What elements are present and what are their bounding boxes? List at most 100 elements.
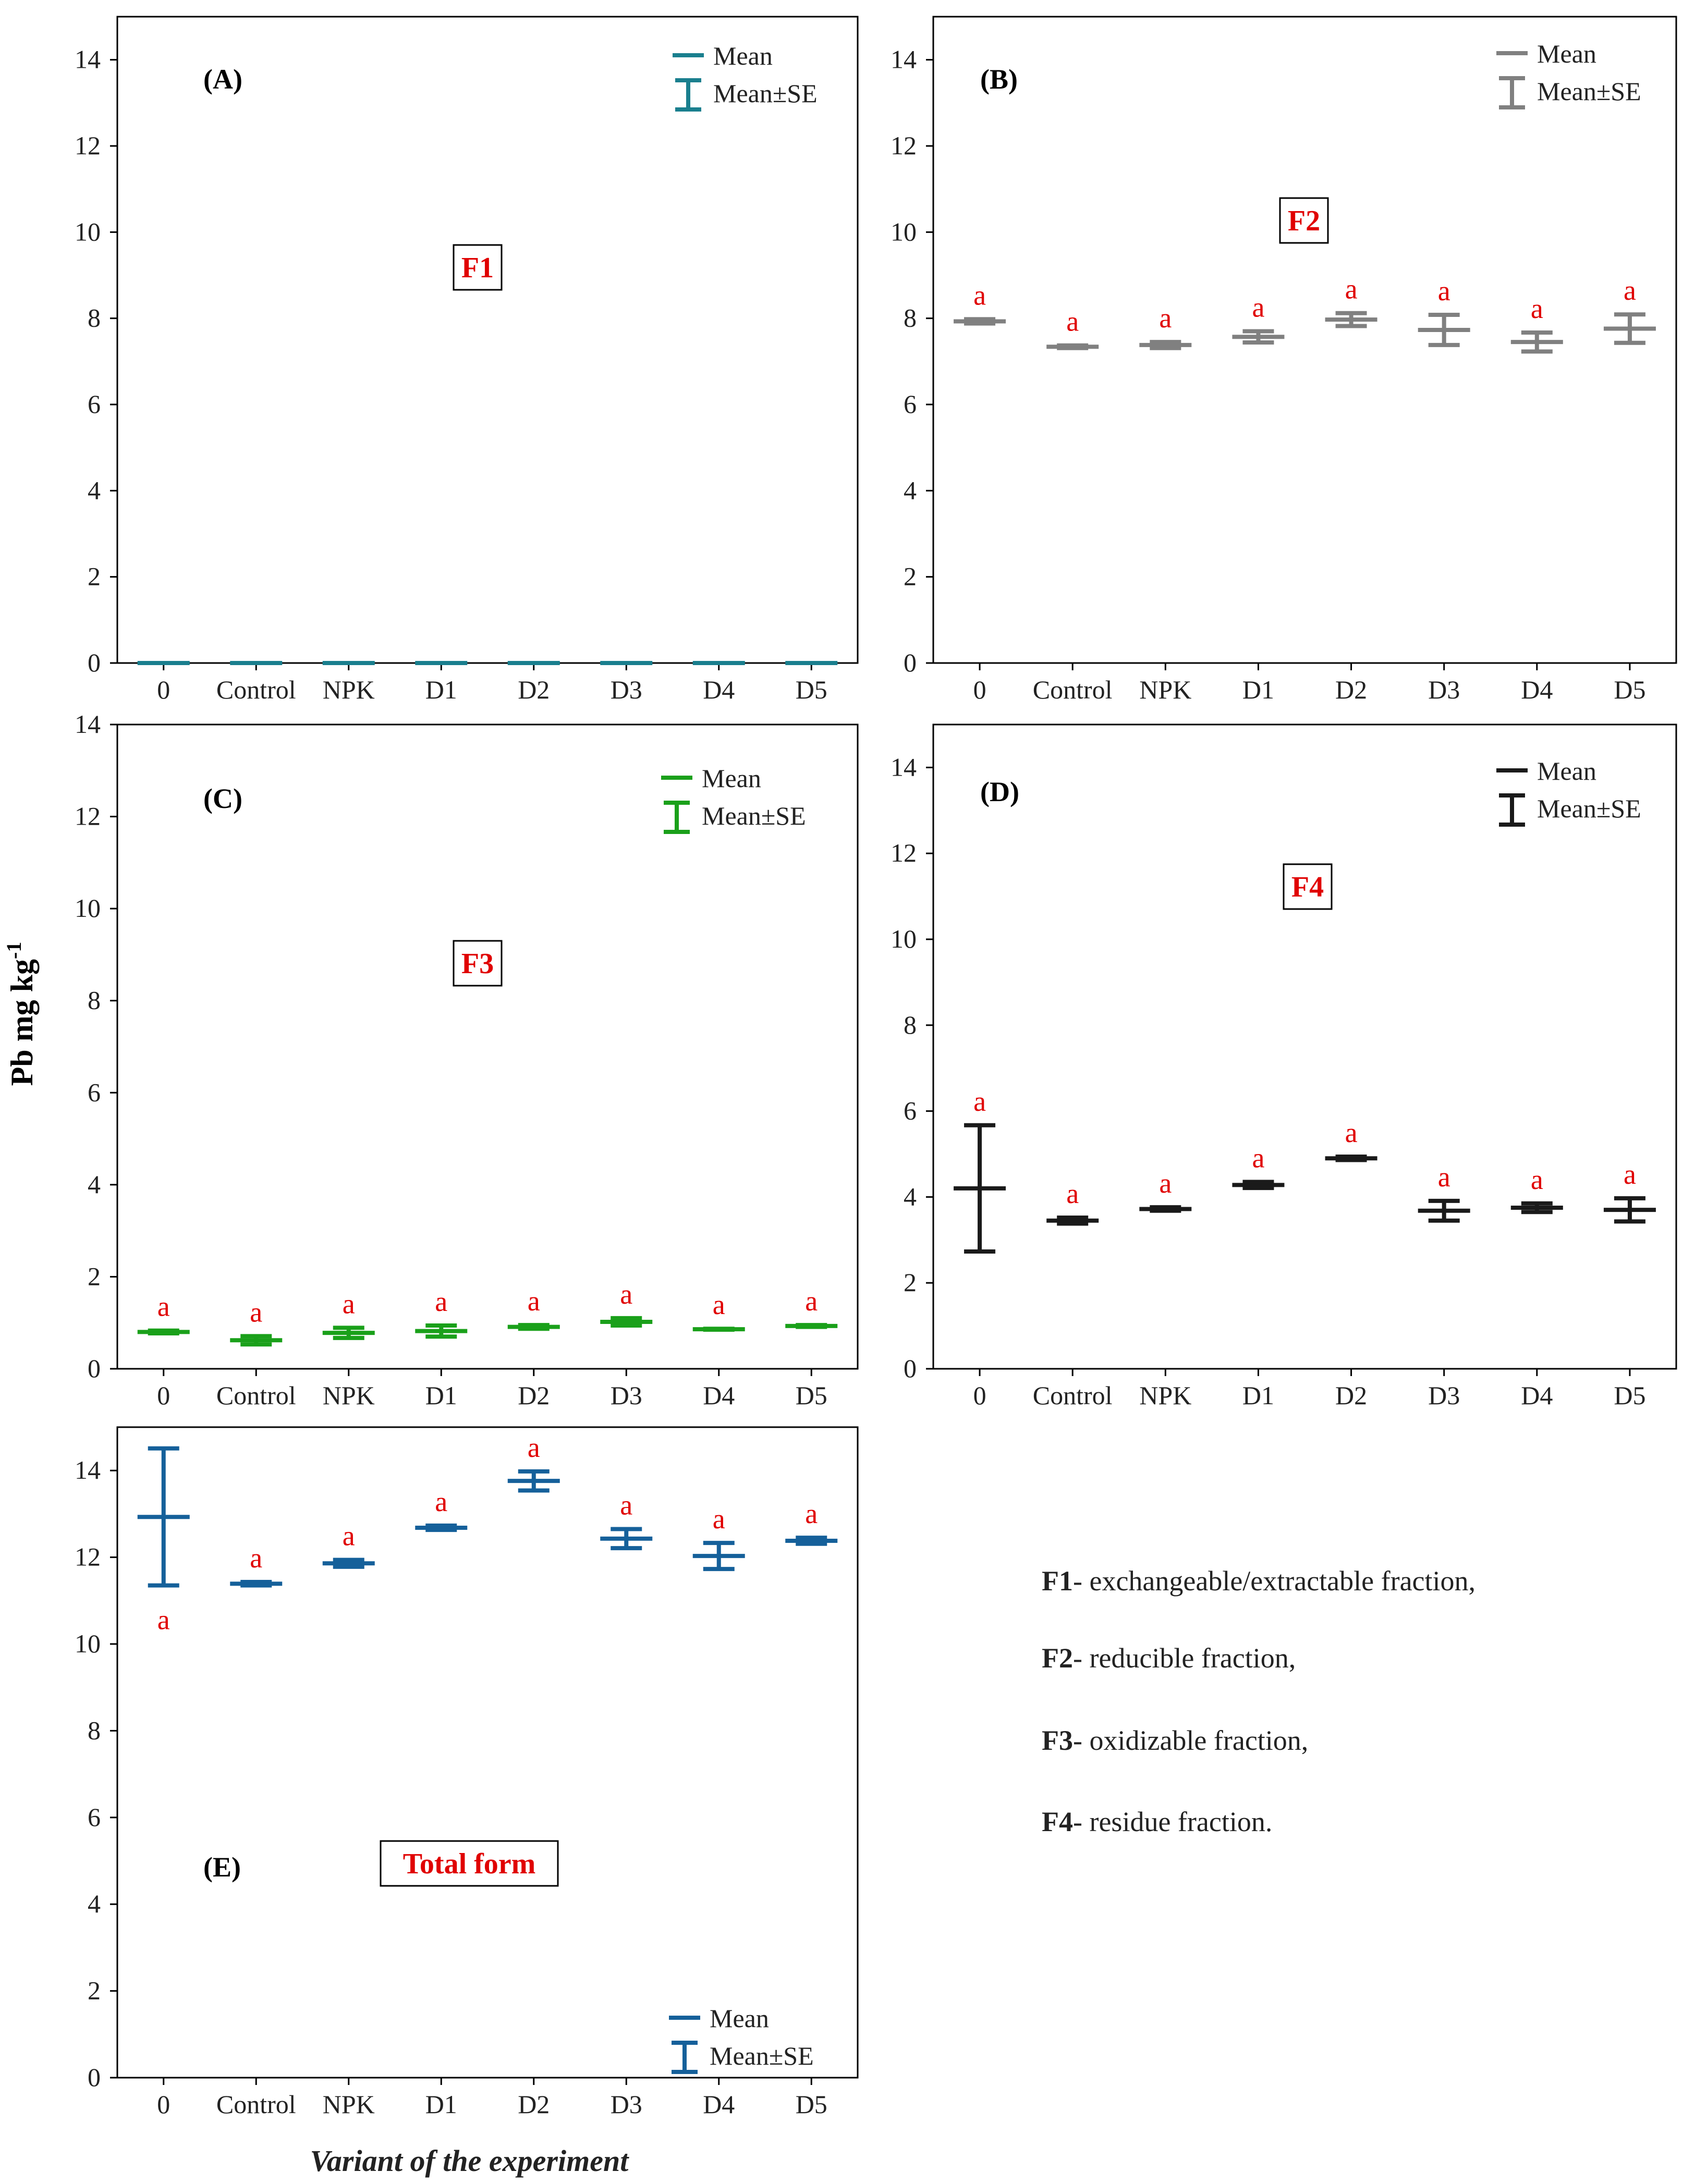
panel-c: 0 2 4 6 8 10 12 14 0 Control NPK D1 D2 D3 D4 D5 (C) F3 Mea… [75, 709, 859, 1410]
panel-letter: (E) [203, 1851, 241, 1883]
errorbar: a [230, 1542, 283, 1588]
x-tick-label: Control [1033, 675, 1113, 704]
significance-letter: a [528, 1285, 540, 1317]
x-tick-label: D2 [518, 2090, 550, 2119]
errorbar: a [1603, 275, 1656, 345]
significance-letter: a [805, 1285, 818, 1317]
x-tick-label: Control [216, 675, 296, 704]
legend-mean-label: Mean [1537, 756, 1596, 786]
significance-letter: a [1624, 1159, 1636, 1190]
y-tick-label: 8 [88, 303, 101, 333]
errorbar: a [415, 1486, 468, 1532]
fraction-note-code: F1 [1042, 1565, 1073, 1597]
y-tick-label: 4 [88, 1889, 101, 1918]
panel-title-box [380, 1840, 559, 1887]
plot-frame [932, 723, 1677, 1370]
x-tick-label: 0 [973, 675, 986, 704]
fraction-note-f3: F3- oxidizable fraction, [1042, 1724, 1308, 1757]
significance-letter: a [1066, 306, 1079, 337]
y-tick-label: 14 [891, 45, 917, 74]
x-tick-label: NPK [1139, 675, 1191, 704]
y-tick-label: 2 [88, 562, 101, 591]
y-tick-label: 8 [88, 1715, 101, 1745]
x-tick-label: D1 [1242, 675, 1274, 704]
y-tick-label: 0 [88, 1354, 101, 1383]
y-tick-label: 4 [88, 475, 101, 505]
significance-letter: a [157, 1291, 170, 1322]
plot-frame [116, 1426, 859, 2079]
errorbar: a [322, 1288, 375, 1340]
x-tick-label: D2 [1335, 1381, 1367, 1410]
errorbar: a [785, 1285, 838, 1329]
significance-letter: a [1531, 1164, 1543, 1195]
errorbar: a [415, 1286, 468, 1339]
errorbar: a [954, 279, 1006, 326]
errorbar: a [137, 1446, 190, 1636]
x-tick-label: Control [1033, 1381, 1113, 1410]
x-tick-label: D4 [703, 2090, 735, 2119]
legend-se-label: Mean±SE [1537, 77, 1641, 106]
legend-se-label: Mean±SE [702, 801, 806, 830]
significance-letter: a [435, 1286, 447, 1317]
errorbar: a [1418, 275, 1470, 347]
legend-mean-label: Mean [710, 2004, 769, 2033]
y-tick-label: 10 [75, 893, 101, 923]
significance-letter: a [620, 1279, 632, 1310]
errorbar: a [1325, 1117, 1377, 1162]
panel-e: 0 2 4 6 8 10 12 14 0 Control NPK D1 D2 D3 D4 D5 (E) Total… [75, 1426, 859, 2119]
chart-panels: 0 2 4 6 8 10 12 14 0 Control NPK D1 D2 D3 D4 D5 (A) F1 Mea… [75, 16, 1677, 2119]
y-tick-label: 14 [891, 752, 917, 781]
y-tick-label: 10 [75, 1629, 101, 1658]
panel-title-box [1283, 863, 1333, 910]
errorbar: a [954, 1086, 1006, 1254]
y-tick-label: 14 [75, 45, 101, 74]
errorbar: a [1510, 1164, 1563, 1214]
fraction-note-f4: F4- residue fraction. [1042, 1806, 1272, 1838]
panel-title: F2 [1288, 205, 1320, 237]
x-tick-label: NPK [323, 2090, 375, 2119]
y-tick-label: 2 [88, 1261, 101, 1291]
panel-title-box [453, 940, 503, 987]
errorbar: a [1232, 291, 1285, 345]
x-tick-label: D5 [1614, 675, 1645, 704]
panel-a: 0 2 4 6 8 10 12 14 0 Control NPK D1 D2 D3 D4 D5 (A) F1 Mea… [75, 16, 859, 704]
y-tick-label: 6 [904, 1096, 917, 1125]
plot-frame [116, 723, 859, 1370]
x-tick-label: NPK [323, 1381, 375, 1410]
panel-title-box [1279, 197, 1329, 244]
fraction-note-text: - oxidizable fraction, [1073, 1725, 1309, 1756]
errorbar: a [600, 1279, 653, 1328]
errorbar: a [600, 1490, 653, 1551]
x-tick-label: D3 [1428, 1381, 1460, 1410]
x-tick-label: D3 [611, 2090, 642, 2119]
y-tick-label: 6 [88, 1077, 101, 1107]
significance-letter: a [973, 1086, 986, 1117]
significance-letter: a [343, 1520, 355, 1552]
significance-letter: a [1066, 1178, 1079, 1209]
significance-letter: a [1252, 291, 1264, 323]
y-tick-label: 12 [891, 838, 917, 867]
y-tick-label: 0 [88, 648, 101, 677]
legend-mean-label: Mean [1537, 39, 1596, 68]
x-tick-label: D1 [1242, 1381, 1274, 1410]
x-tick-label: D4 [1521, 675, 1553, 704]
fraction-note-text: - reducible fraction, [1073, 1642, 1296, 1674]
y-tick-label: 14 [75, 1455, 101, 1484]
panel-letter: (D) [980, 776, 1019, 807]
fraction-note-text: - exchangeable/extractable fraction, [1073, 1565, 1476, 1597]
y-tick-label: 4 [88, 1170, 101, 1199]
y-tick-label: 12 [891, 131, 917, 160]
y-tick-label: 8 [88, 986, 101, 1015]
significance-letter: a [1345, 274, 1358, 305]
panel-b: 0 2 4 6 8 10 12 14 0 Control NPK D1 D2 D3 D4 D5 (B) F2 Mea… [891, 16, 1677, 704]
x-tick-label: D2 [1335, 675, 1367, 704]
significance-letter: a [973, 279, 986, 311]
y-axis-label: Pb mg kg-1 [2, 942, 40, 1086]
fraction-note-f2: F2- reducible fraction, [1042, 1642, 1296, 1674]
errorbar: a [1232, 1143, 1285, 1191]
y-tick-label: 0 [88, 2063, 101, 2092]
panel-title: Total form [403, 1848, 536, 1880]
errorbar: a [230, 1296, 283, 1347]
significance-letter: a [343, 1288, 355, 1319]
x-tick-label: D3 [611, 1381, 642, 1410]
